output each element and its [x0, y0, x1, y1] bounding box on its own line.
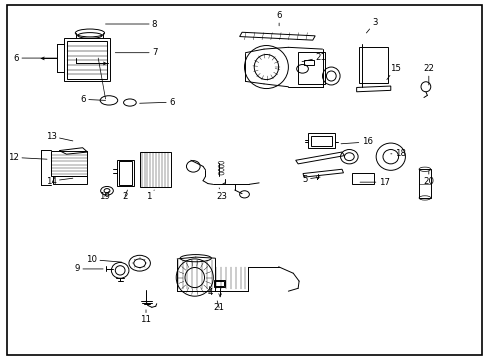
Text: 14: 14 [46, 176, 73, 185]
Bar [213, 280, 225, 287]
Bar [310, 135, 331, 145]
Bar [304, 59, 313, 65]
Text: 16: 16 [340, 138, 372, 147]
Text: 5: 5 [302, 175, 320, 184]
Bar [117, 159, 134, 186]
Bar [298, 51, 325, 84]
Text: 21: 21 [213, 301, 224, 312]
Bar [64, 39, 110, 81]
Text: 10: 10 [86, 255, 122, 264]
Text: 22: 22 [423, 64, 433, 85]
Text: 1: 1 [145, 190, 154, 201]
Text: 21: 21 [302, 53, 325, 62]
Bar [351, 173, 373, 184]
Bar [119, 161, 132, 185]
Text: 3: 3 [366, 18, 377, 33]
Text: 17: 17 [359, 177, 389, 186]
Text: 7: 7 [115, 48, 157, 57]
Bar [215, 282, 224, 286]
Bar [140, 152, 171, 187]
Text: 6: 6 [81, 95, 105, 104]
Text: 6: 6 [140, 98, 174, 107]
Text: 9: 9 [75, 265, 103, 274]
Text: 20: 20 [423, 171, 433, 186]
Text: 8: 8 [105, 19, 157, 28]
Text: 13: 13 [46, 132, 73, 141]
Bar [51, 150, 87, 176]
Bar [418, 169, 430, 198]
Bar [358, 47, 387, 83]
Bar [53, 176, 86, 184]
Text: 6: 6 [276, 11, 281, 26]
Bar [67, 41, 107, 79]
Text: 18: 18 [390, 149, 405, 158]
Text: 19: 19 [99, 192, 110, 201]
Text: 2: 2 [122, 190, 127, 201]
Bar [307, 134, 334, 148]
Text: 11: 11 [140, 310, 151, 324]
Text: 15: 15 [386, 64, 400, 80]
Text: 4: 4 [207, 287, 213, 297]
Text: 23: 23 [216, 188, 226, 201]
Text: 12: 12 [8, 153, 47, 162]
Text: 6: 6 [14, 54, 57, 63]
